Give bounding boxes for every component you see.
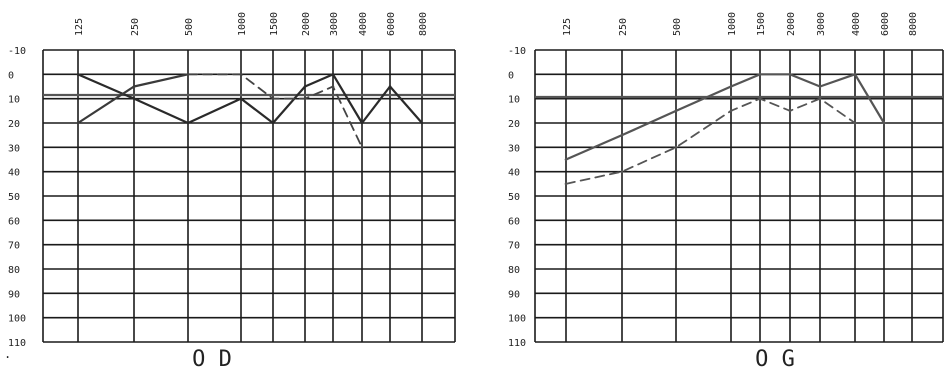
threshold-point bbox=[132, 97, 136, 100]
y-tick-label: 30 bbox=[8, 143, 20, 154]
x-tick-label: 500 bbox=[672, 18, 683, 36]
y-tick-label: 90 bbox=[508, 289, 520, 300]
y-tick-label: 110 bbox=[508, 338, 526, 349]
threshold-point bbox=[818, 85, 822, 88]
threshold-point bbox=[758, 73, 762, 76]
x-tick-label: 3000 bbox=[329, 12, 340, 36]
threshold-point bbox=[239, 97, 243, 100]
threshold-point bbox=[818, 97, 822, 100]
threshold-point bbox=[388, 85, 392, 88]
x-tick-label: 1500 bbox=[756, 12, 767, 36]
x-tick-label: 4000 bbox=[851, 12, 862, 36]
y-tick-label: 100 bbox=[508, 314, 526, 325]
threshold-point bbox=[331, 73, 335, 76]
x-tick-label: 6000 bbox=[880, 12, 891, 36]
threshold-point bbox=[853, 121, 857, 125]
air-conduction-line bbox=[76, 73, 424, 125]
y-tick-label: 20 bbox=[508, 119, 520, 130]
threshold-point bbox=[788, 109, 792, 113]
y-tick-label: 0 bbox=[8, 70, 14, 81]
y-tick-label: 30 bbox=[508, 143, 520, 154]
x-tick-label: 125 bbox=[562, 18, 573, 36]
x-tick-label: 3000 bbox=[816, 12, 827, 36]
audiogram-left-ear: 125 250 500 1000 1500 2000 3000 4000 6000 8000-10… bbox=[508, 12, 944, 372]
x-tick-label: 2000 bbox=[786, 12, 797, 36]
y-tick-label: 40 bbox=[8, 168, 20, 179]
x-tick-label: 500 bbox=[184, 18, 195, 36]
threshold-point bbox=[76, 121, 80, 125]
y-tick-label: 70 bbox=[508, 241, 520, 252]
threshold-point bbox=[788, 73, 792, 76]
threshold-point bbox=[271, 97, 275, 100]
x-tick-label: 8000 bbox=[908, 12, 919, 36]
threshold-point bbox=[271, 121, 275, 125]
y-tick-label: 80 bbox=[8, 265, 20, 276]
y-tick-label: 50 bbox=[508, 192, 520, 203]
y-tick-label: 20 bbox=[8, 119, 20, 130]
threshold-point bbox=[564, 182, 568, 186]
y-tick-label: -10 bbox=[508, 46, 526, 57]
x-tick-label: 250 bbox=[130, 18, 141, 36]
threshold-point bbox=[620, 170, 624, 173]
threshold-point bbox=[186, 121, 190, 125]
threshold-point bbox=[758, 97, 762, 100]
y-tick-label: 10 bbox=[508, 95, 520, 106]
threshold-point bbox=[360, 121, 364, 125]
y-tick-label: 50 bbox=[8, 192, 20, 203]
threshold-point bbox=[729, 109, 733, 113]
x-tick-label: 6000 bbox=[386, 12, 397, 36]
threshold-point bbox=[303, 85, 307, 88]
threshold-point bbox=[331, 85, 335, 88]
y-tick-label: 40 bbox=[508, 168, 520, 179]
x-tick-label: 1000 bbox=[237, 12, 248, 36]
threshold-point bbox=[132, 85, 136, 88]
ear-label: O D bbox=[192, 347, 232, 372]
x-tick-label: 1500 bbox=[269, 12, 280, 36]
threshold-point bbox=[186, 73, 190, 76]
threshold-point bbox=[239, 73, 243, 76]
threshold-point bbox=[674, 146, 678, 149]
x-tick-label: 8000 bbox=[418, 12, 429, 36]
bone-conduction-line bbox=[187, 73, 363, 149]
y-tick-label: 110 bbox=[8, 338, 26, 349]
threshold-point bbox=[853, 73, 857, 76]
audiogram-right-ear: 125 250 500 1000 1500 2000 3000 4000 6000 8000-10… bbox=[8, 12, 456, 372]
scan-dot: . bbox=[4, 347, 11, 361]
threshold-point bbox=[564, 158, 568, 161]
y-tick-label: 60 bbox=[8, 216, 20, 227]
y-tick-label: 10 bbox=[8, 95, 20, 106]
x-tick-label: 125 bbox=[74, 18, 85, 36]
y-tick-label: 80 bbox=[508, 265, 520, 276]
y-tick-label: 90 bbox=[8, 289, 20, 300]
bone-conduction-line bbox=[565, 97, 856, 185]
threshold-point bbox=[76, 73, 80, 76]
y-tick-label: 70 bbox=[8, 241, 20, 252]
y-tick-label: 60 bbox=[508, 216, 520, 227]
threshold-point bbox=[360, 146, 364, 149]
x-tick-label: 1000 bbox=[727, 12, 738, 36]
y-tick-label: 0 bbox=[508, 70, 514, 81]
threshold-point bbox=[420, 121, 424, 125]
threshold-point bbox=[674, 109, 678, 113]
threshold-point bbox=[303, 97, 307, 100]
threshold-point bbox=[620, 133, 624, 137]
threshold-point bbox=[729, 85, 733, 88]
threshold-point bbox=[882, 121, 886, 125]
x-tick-label: 4000 bbox=[358, 12, 369, 36]
y-tick-label: -10 bbox=[8, 46, 26, 57]
y-tick-label: 100 bbox=[8, 314, 26, 325]
x-tick-label: 250 bbox=[618, 18, 629, 36]
ear-label: O G bbox=[755, 347, 795, 372]
x-tick-label: 2000 bbox=[301, 12, 312, 36]
